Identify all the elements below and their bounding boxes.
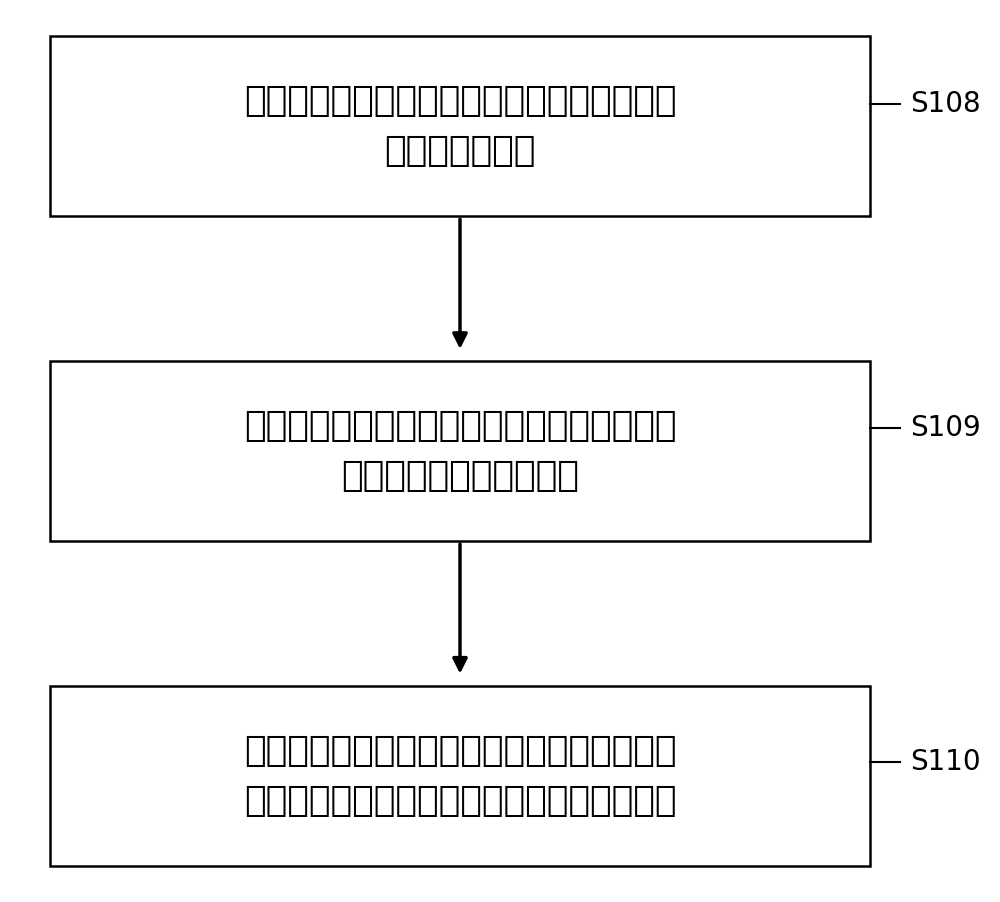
Text: 利用预先保存的放电幅值校正参数对去噪后的
振荡波局放数据进行校正: 利用预先保存的放电幅值校正参数对去噪后的 振荡波局放数据进行校正: [244, 409, 676, 493]
Text: S108: S108: [910, 89, 981, 118]
Bar: [50, 361, 870, 541]
Text: 根据预设标准格式对校正后的振荡波局放数据
进行数据转换，得到转换后的振荡波局放数据: 根据预设标准格式对校正后的振荡波局放数据 进行数据转换，得到转换后的振荡波局放数…: [244, 733, 676, 818]
Text: S110: S110: [910, 748, 981, 777]
Text: S109: S109: [910, 414, 981, 443]
Bar: [50, 686, 870, 866]
Bar: [50, 36, 870, 216]
Text: 对输入的振荡波局放数据用预先保存的小波去
噪参数进行去噪: 对输入的振荡波局放数据用预先保存的小波去 噪参数进行去噪: [244, 84, 676, 169]
